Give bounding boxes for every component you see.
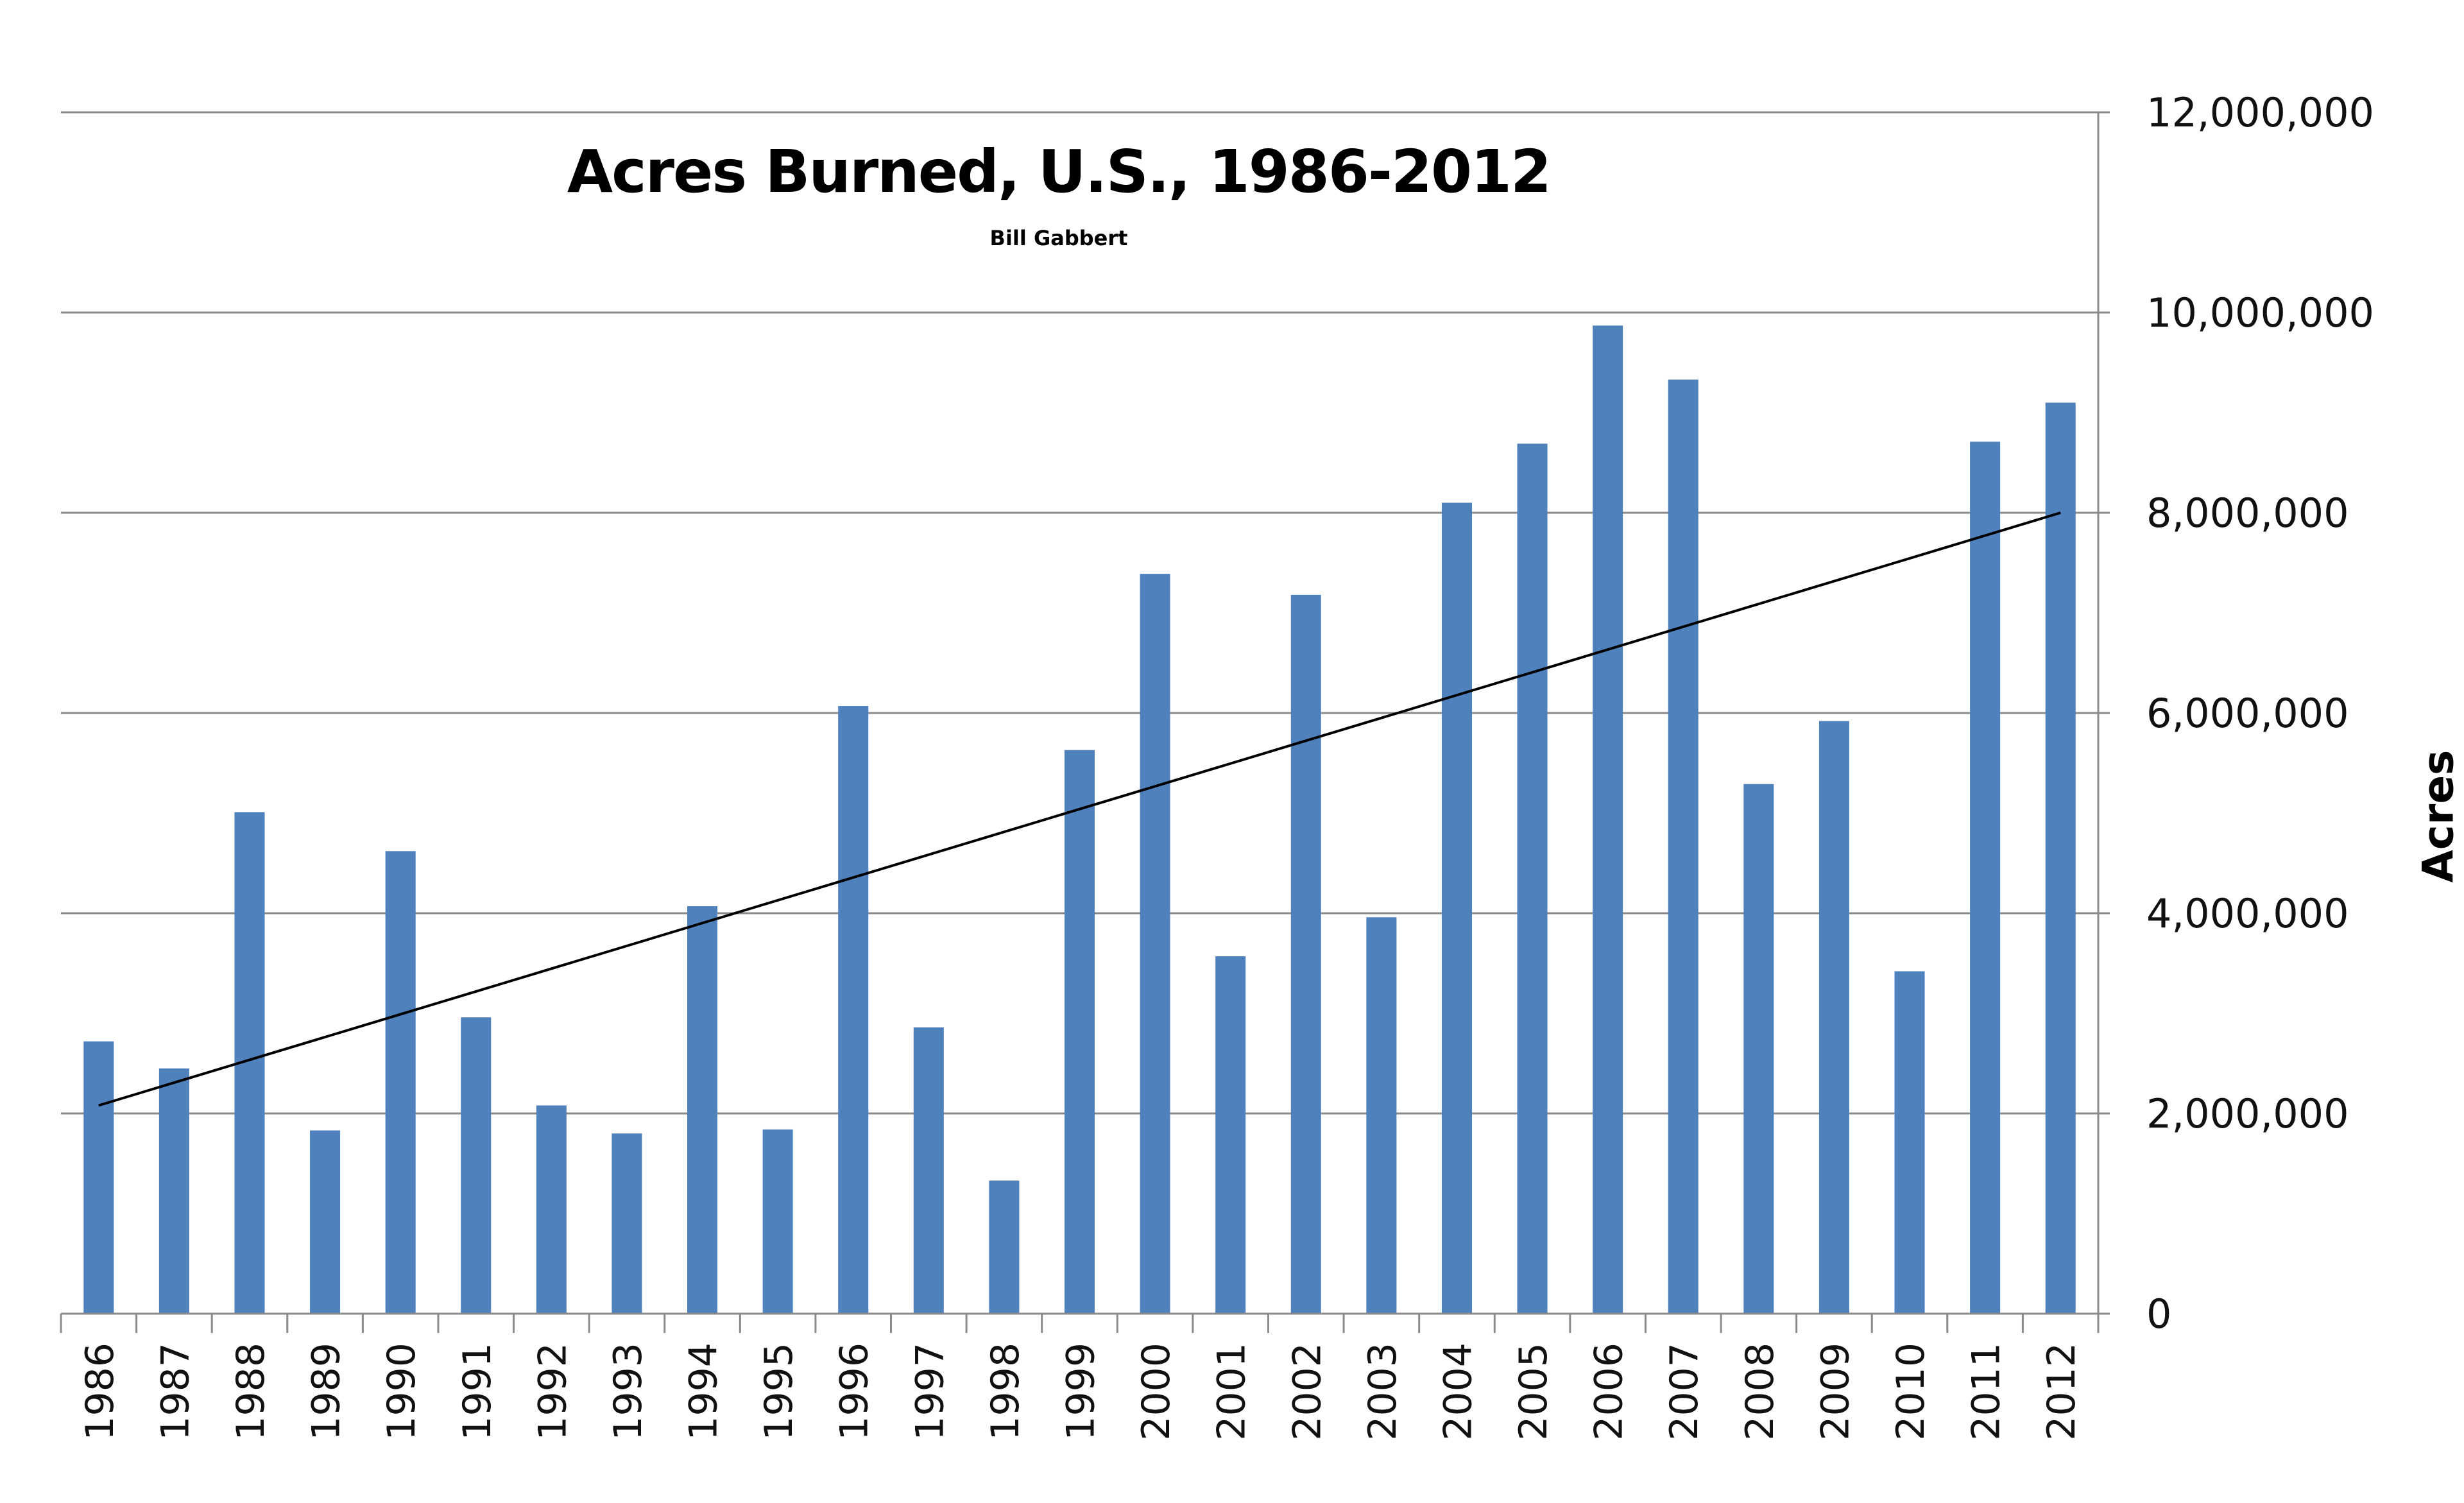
bar-1994 bbox=[687, 906, 718, 1314]
y-tick-label: 6,000,000 bbox=[2146, 690, 2349, 737]
bar-2006 bbox=[1593, 325, 1623, 1314]
trendline bbox=[98, 511, 2061, 1107]
x-tick-label: 1997 bbox=[907, 1343, 952, 1441]
x-tick-label: 2004 bbox=[1435, 1343, 1480, 1441]
x-tick-label: 2000 bbox=[1134, 1343, 1179, 1441]
x-tick-label: 1994 bbox=[681, 1343, 726, 1441]
bar-1989 bbox=[310, 1130, 341, 1314]
x-tick-label: 1998 bbox=[983, 1343, 1028, 1441]
x-tick-labels: 1986 1987 1988 1989 1990 1991 1992 1993 1994 1995… bbox=[78, 1343, 2084, 1441]
chart-title: Acres Burned, U.S., 1986-2012 bbox=[567, 137, 1552, 206]
x-tick-label: 1989 bbox=[304, 1343, 349, 1441]
x-tick-label: 1995 bbox=[757, 1343, 801, 1441]
bar-1986 bbox=[83, 1041, 114, 1314]
bar-1990 bbox=[385, 851, 416, 1314]
x-tick-label: 2002 bbox=[1285, 1343, 1330, 1441]
x-tick-label: 2010 bbox=[1888, 1343, 1933, 1441]
y-tick-label: 12,000,000 bbox=[2146, 89, 2374, 136]
y-axis-label: Acres bbox=[2413, 750, 2463, 883]
y-tick-label: 10,000,000 bbox=[2146, 289, 2374, 336]
y-tick-label: 2,000,000 bbox=[2146, 1090, 2349, 1137]
x-tick-label: 2001 bbox=[1210, 1343, 1254, 1441]
bar-2007 bbox=[1668, 379, 1698, 1314]
bar-1998 bbox=[989, 1180, 1020, 1314]
x-tick-label: 2006 bbox=[1587, 1343, 1632, 1441]
x-tick-label: 1986 bbox=[78, 1343, 123, 1441]
bar-2011 bbox=[1970, 442, 2001, 1314]
bar-2002 bbox=[1290, 594, 1321, 1314]
x-tick-label: 2008 bbox=[1738, 1343, 1783, 1441]
x-tick-label: 1996 bbox=[832, 1343, 877, 1441]
bar-2008 bbox=[1743, 784, 1774, 1314]
x-tick-label: 1999 bbox=[1059, 1343, 1104, 1441]
bar-2009 bbox=[1818, 721, 1849, 1314]
bar-1992 bbox=[536, 1105, 567, 1314]
axes bbox=[60, 111, 2110, 1333]
y-tick-label: 0 bbox=[2146, 1291, 2171, 1337]
chart-subtitle: Bill Gabbert bbox=[989, 226, 1128, 250]
x-tick-label: 2011 bbox=[1964, 1343, 2009, 1441]
bar-2003 bbox=[1366, 917, 1397, 1314]
y-tick-label: 4,000,000 bbox=[2146, 890, 2349, 937]
bars bbox=[83, 325, 2076, 1314]
bar-1996 bbox=[838, 706, 869, 1314]
x-tick-label: 1991 bbox=[455, 1343, 500, 1441]
x-tick-label: 2003 bbox=[1360, 1343, 1405, 1441]
bar-1991 bbox=[461, 1017, 492, 1314]
trendline-line bbox=[98, 511, 2061, 1107]
bar-1997 bbox=[913, 1027, 944, 1314]
bar-1995 bbox=[762, 1129, 793, 1314]
x-tick-label: 2007 bbox=[1662, 1343, 1707, 1441]
bar-1987 bbox=[158, 1068, 189, 1314]
x-tick-label: 2012 bbox=[2039, 1343, 2084, 1441]
bar-2001 bbox=[1215, 956, 1246, 1314]
x-tick-label: 1992 bbox=[530, 1343, 575, 1441]
y-tick-labels: 0 2,000,000 4,000,000 6,000,000 8,000,000 10,… bbox=[2146, 89, 2374, 1337]
bar-2005 bbox=[1517, 443, 1548, 1314]
y-tick-label: 8,000,000 bbox=[2146, 490, 2349, 537]
x-tick-label: 1988 bbox=[228, 1343, 273, 1441]
bar-2010 bbox=[1894, 971, 1925, 1314]
bar-1999 bbox=[1064, 750, 1095, 1314]
x-tick-label: 2009 bbox=[1813, 1343, 1858, 1441]
bar-2000 bbox=[1140, 574, 1170, 1314]
x-tick-label: 1987 bbox=[153, 1343, 198, 1441]
bar-2012 bbox=[2045, 402, 2076, 1314]
x-tick-label: 1990 bbox=[379, 1343, 424, 1441]
x-tick-label: 2005 bbox=[1511, 1343, 1556, 1441]
bar-1993 bbox=[612, 1133, 642, 1314]
bar-2004 bbox=[1441, 502, 1472, 1314]
x-tick-label: 1993 bbox=[606, 1343, 651, 1441]
